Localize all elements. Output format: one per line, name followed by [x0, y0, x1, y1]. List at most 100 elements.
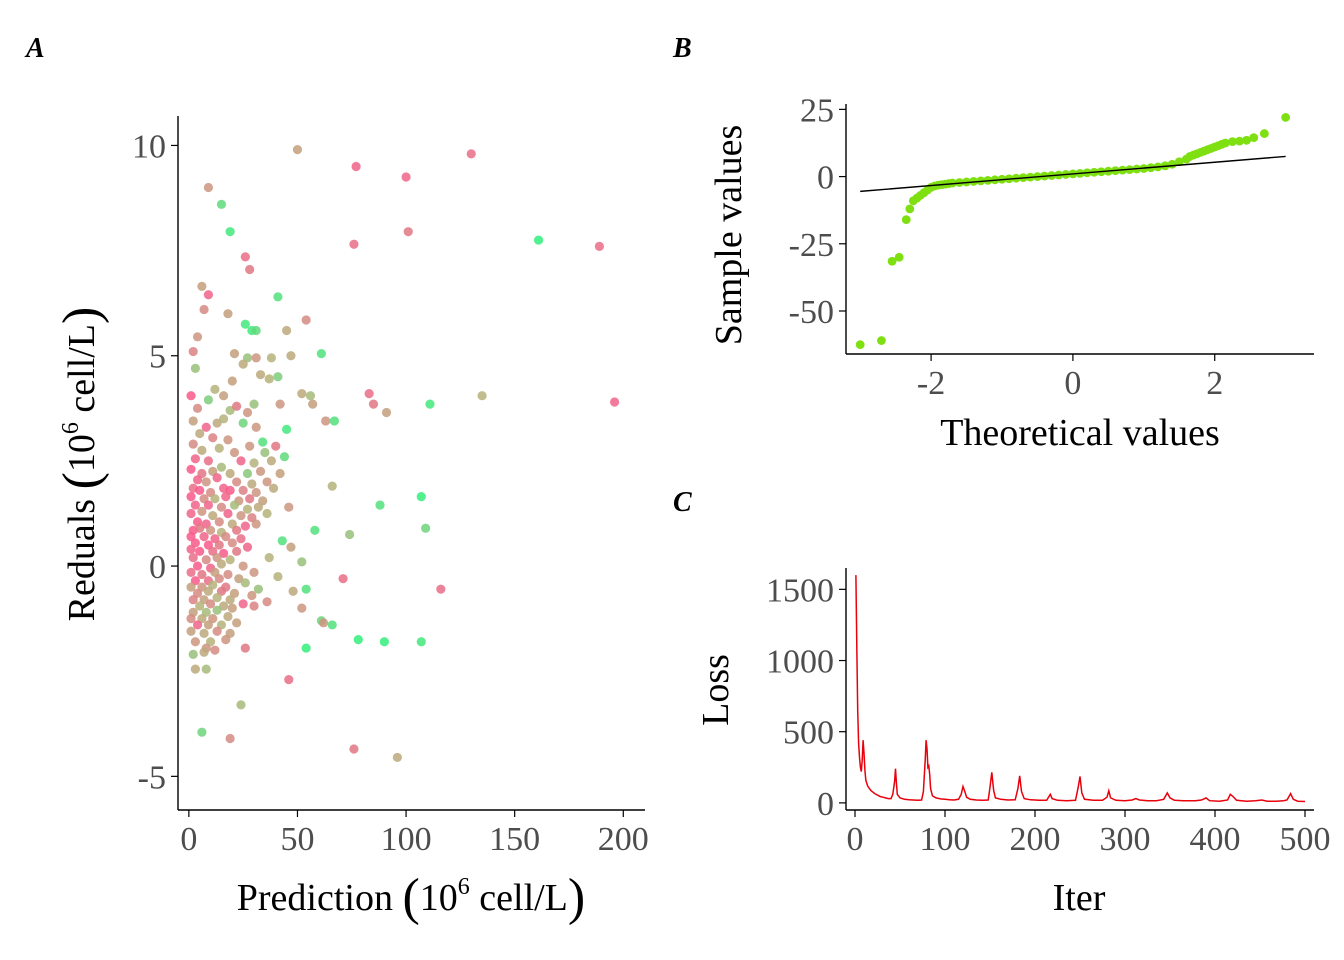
panel-a-point	[251, 325, 261, 336]
panel-a-points	[186, 145, 620, 763]
panel-a-point	[192, 620, 203, 630]
panel-a-point	[201, 477, 211, 487]
panel-a-point	[229, 500, 240, 510]
panel-a-point	[199, 304, 209, 315]
panel-a-point	[249, 458, 259, 468]
panel-a-point	[188, 346, 198, 357]
panel-a-point	[238, 561, 248, 571]
panel-a-point	[225, 227, 235, 237]
panel-a-point	[264, 553, 274, 563]
panel-b-axes: -2 0 2 -50 -25 0 25	[789, 92, 1314, 402]
panel-a-point	[192, 332, 203, 342]
panel-a-point	[221, 492, 231, 502]
panel-a-point	[329, 416, 339, 426]
panel-a-x-tick-label: 200	[598, 821, 649, 858]
panel-a-point	[251, 487, 261, 498]
panel-a-point	[286, 542, 296, 552]
panel-a-point	[338, 574, 348, 584]
panel-b-point	[1235, 136, 1244, 146]
panel-a-point	[297, 603, 307, 613]
panel-c-loss-curve: 0 100 200 300 400 500 0 500 1000 1500 Iter Loss	[695, 568, 1331, 919]
panel-a-x-axis-title: Prediction (106 cell/L)	[237, 869, 585, 926]
panel-b-y-tick-label: -50	[789, 294, 834, 331]
panel-a-point	[216, 559, 227, 569]
panel-a-point	[190, 664, 200, 674]
panel-a-point	[242, 407, 253, 418]
panel-a-point	[245, 441, 255, 451]
panel-a-point	[258, 437, 268, 447]
panel-a-point	[273, 292, 283, 302]
panel-b-point	[1174, 157, 1184, 167]
panel-b-point	[947, 178, 957, 188]
panel-a-point	[327, 620, 337, 630]
panel-a-x-axis-paren-close: )	[568, 869, 585, 926]
panel-a-point	[197, 281, 207, 291]
panel-a-point	[247, 590, 257, 601]
panel-a-point	[375, 500, 385, 510]
panel-a-point	[327, 481, 337, 491]
panel-a-point	[266, 456, 276, 466]
panel-a-point	[416, 637, 426, 647]
panel-a-point	[216, 502, 227, 512]
panel-a-point	[208, 433, 218, 443]
panel-a-y-tick-label: 5	[149, 339, 166, 376]
panel-a-point	[197, 506, 207, 516]
panel-a-point	[301, 584, 311, 594]
panel-a-point	[297, 389, 307, 399]
panel-c-y-tick-label: 500	[783, 715, 834, 752]
panel-a-point	[227, 376, 237, 386]
panel-a-x-axis-unit-base: 10	[420, 877, 458, 919]
panel-a-point	[203, 290, 214, 300]
panel-a-point	[192, 561, 203, 571]
panel-a-point	[266, 353, 276, 363]
panel-c-loss-line	[855, 575, 1306, 803]
panel-a-point	[245, 264, 255, 275]
panel-a-point	[255, 370, 266, 380]
panel-a-point	[275, 468, 285, 479]
panel-a-point	[214, 540, 224, 550]
panel-a-point	[232, 546, 242, 556]
panel-a-point	[262, 597, 272, 607]
panel-a-axes: 0 50 100 150 200 -5 0 5 10	[132, 116, 649, 858]
panel-a-point	[349, 239, 359, 249]
panel-a-point	[188, 595, 198, 605]
panel-b-y-tick-label: 25	[800, 92, 834, 129]
panel-b-reference-line	[860, 155, 1286, 193]
panel-a-point	[197, 569, 207, 580]
panel-a-point	[238, 418, 248, 428]
panel-a-point	[219, 414, 229, 424]
panel-b-points	[855, 113, 1291, 349]
panel-a-point	[186, 508, 196, 519]
panel-a-point	[318, 618, 329, 628]
panel-b-y-tick-label: 0	[817, 160, 834, 197]
panel-a-point	[316, 349, 326, 359]
panel-a-point	[251, 422, 261, 432]
panel-c-x-axis-title: Iter	[1053, 877, 1106, 919]
panel-c-x-tick-label: 500	[1280, 821, 1331, 858]
panel-a-point	[379, 637, 389, 647]
panel-b-x-tick-label: 2	[1206, 365, 1223, 402]
panel-b-point	[1281, 113, 1291, 122]
panel-a-point	[240, 319, 250, 329]
panel-c-x-tick-label: 0	[847, 821, 864, 858]
panel-a-point	[214, 574, 224, 584]
panel-a-point	[253, 502, 263, 512]
panel-b-point	[1249, 133, 1259, 143]
panel-a-point	[197, 727, 207, 737]
panel-b-x-tick-label: 0	[1064, 365, 1081, 402]
panel-a-point	[186, 544, 196, 554]
panel-a-point	[240, 643, 250, 653]
panel-a-point	[223, 611, 233, 622]
panel-b-x-tick-label: -2	[917, 365, 945, 402]
panel-a-point	[219, 391, 229, 401]
panel-b-point	[894, 252, 904, 262]
panel-a-point	[255, 466, 266, 477]
panel-a-point	[225, 595, 235, 605]
panel-a-point	[240, 252, 250, 262]
panel-a-point	[321, 416, 331, 426]
panel-a-point	[201, 664, 211, 674]
panel-a-point	[232, 618, 242, 628]
panel-a-point	[262, 477, 272, 487]
panel-a-point	[594, 241, 604, 251]
